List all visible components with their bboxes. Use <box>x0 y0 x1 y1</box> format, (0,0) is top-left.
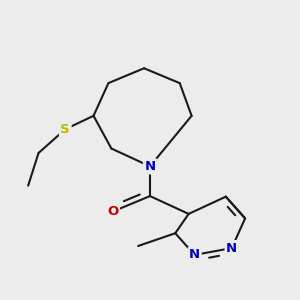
Text: S: S <box>61 123 70 136</box>
Text: N: N <box>144 160 156 173</box>
Text: N: N <box>189 248 200 261</box>
Text: N: N <box>226 242 237 255</box>
Text: O: O <box>107 205 118 218</box>
